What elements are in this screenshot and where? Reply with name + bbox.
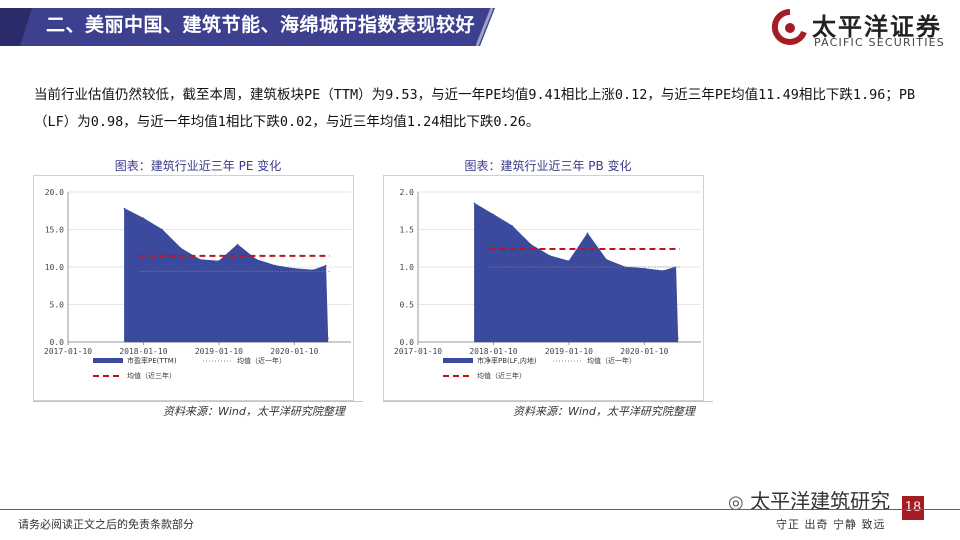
legend-avg3-label: 均值（近三年） [127, 371, 176, 380]
y-tick-label: 0.0 [50, 338, 65, 347]
page-number: 18 [902, 496, 924, 520]
x-tick-label: 2017-01-10 [394, 347, 442, 356]
data-point [161, 228, 163, 231]
pe-chart-source: 资料来源：Wind，太平洋研究院整理 [163, 405, 345, 418]
pe-chart-plot: 0.0 5.0 10.0 15.0 20.0 2017-01-10 2018-01-10 20… [33, 175, 363, 402]
data-point [142, 217, 145, 220]
pb-chart: 0.0 0.5 1.0 1.5 2.0 2017-01-10 2018-01-10 2019-… [383, 157, 713, 418]
legend-series-label: 市净率PB(LF,内地) [477, 356, 537, 365]
x-tick-label: 2020-01-10 [270, 347, 318, 356]
pb-chart-plot: 0.0 0.5 1.0 1.5 2.0 2017-01-10 2018-01-10 2019-… [383, 175, 713, 402]
y-tick-label: 5.0 [50, 301, 65, 310]
intro-paragraph: 当前行业估值仍然较低，截至本周，建筑板块PE（TTM）为9.53，与近一年PE均… [34, 87, 916, 130]
data-point [511, 224, 513, 227]
x-tick-label: 2018-01-10 [119, 347, 167, 356]
y-tick-label: 2.0 [400, 188, 415, 197]
footer-disclaimer: 请务必阅读正文之后的免责条款部分 [18, 518, 194, 531]
data-point [605, 258, 608, 261]
data-point [473, 202, 476, 205]
x-tick-label: 2019-01-10 [545, 347, 593, 356]
data-point [199, 258, 201, 261]
data-point [324, 264, 327, 267]
data-point [180, 247, 182, 250]
data-point [568, 260, 570, 262]
data-point [643, 267, 646, 270]
data-point [662, 269, 664, 272]
legend-series-swatch [443, 358, 473, 363]
pb-chart-title: 图表：建筑行业近三年 PB 变化 [464, 159, 632, 173]
data-point [123, 207, 126, 210]
data-point [677, 337, 679, 340]
footer-divider [0, 509, 960, 510]
data-point [312, 269, 314, 271]
data-point [549, 254, 551, 257]
company-logo: 太平洋证券 PACIFIC SECURITIES [770, 6, 955, 50]
page-title: 二、美丽中国、建筑节能、海绵城市指数表现较好 [46, 14, 476, 36]
y-tick-label: 15.0 [45, 226, 64, 235]
pacific-logo-icon [771, 8, 807, 45]
data-point [274, 264, 277, 267]
y-tick-label: 1.5 [400, 226, 415, 235]
logo-chinese-name: 太平洋证券 [812, 13, 942, 41]
data-point [255, 258, 258, 261]
chart-frame [383, 175, 704, 401]
legend-series-swatch [93, 358, 123, 363]
y-tick-label: 10.0 [45, 263, 64, 272]
footer-motto: 守正 出奇 宁静 致远 [776, 518, 886, 531]
wechat-icon: ◎ [728, 492, 744, 513]
data-point [327, 337, 329, 340]
x-tick-label: 2020-01-10 [620, 347, 668, 356]
legend-series-label: 市盈率PE(TTM) [127, 356, 177, 365]
legend-avg1-label: 均值（近一年） [237, 356, 286, 365]
y-tick-label: 0.0 [400, 338, 415, 347]
series-area [124, 208, 329, 343]
legend-avg3-label: 均值（近三年） [477, 371, 526, 380]
x-tick-label: 2017-01-10 [44, 347, 92, 356]
y-tick-label: 0.5 [400, 301, 415, 310]
series-area [474, 202, 679, 343]
data-point [236, 243, 239, 246]
chart-frame [33, 175, 354, 401]
data-point [586, 232, 589, 235]
pe-chart-title: 图表：建筑行业近三年 PE 变化 [114, 159, 282, 173]
pb-chart-source: 资料来源：Wind，太平洋研究院整理 [513, 405, 695, 418]
x-tick-label: 2018-01-10 [469, 347, 517, 356]
pe-chart: 0.0 5.0 10.0 15.0 20.0 2017-01-10 2018-01-10 20… [33, 157, 363, 418]
legend-avg1-label: 均值（近一年） [587, 356, 636, 365]
data-point [492, 213, 495, 216]
x-tick-label: 2019-01-10 [195, 347, 243, 356]
data-point [293, 267, 296, 270]
y-tick-label: 1.0 [400, 263, 415, 272]
header-band [0, 7, 495, 46]
data-point [530, 243, 532, 246]
logo-english-name: PACIFIC SECURITIES [814, 36, 945, 49]
y-tick-label: 20.0 [45, 188, 64, 197]
data-point [218, 260, 220, 262]
